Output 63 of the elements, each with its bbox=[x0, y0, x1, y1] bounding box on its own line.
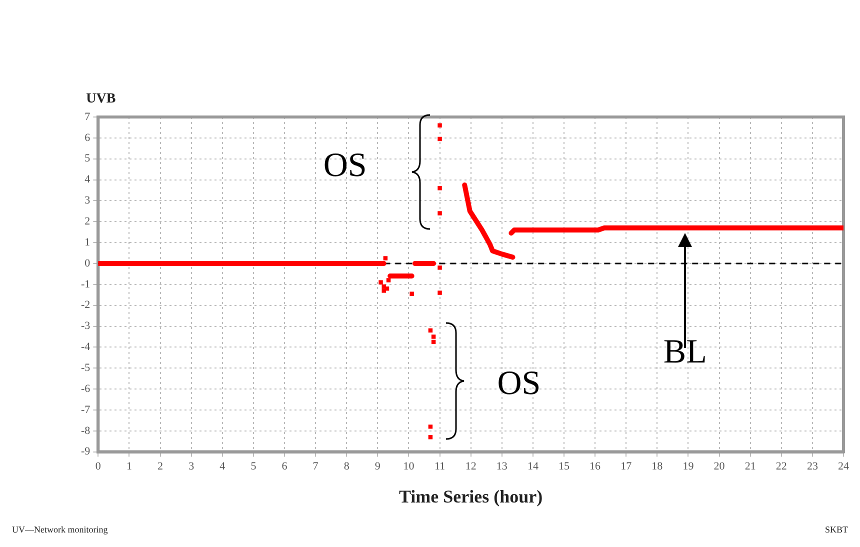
x-tick-label: 19 bbox=[682, 460, 694, 472]
x-tick-label: 17 bbox=[620, 460, 632, 472]
y-axis-title: UVB bbox=[86, 92, 116, 107]
x-tick-label: 0 bbox=[95, 460, 102, 472]
point bbox=[438, 123, 442, 128]
y-tick-label: -7 bbox=[80, 404, 91, 416]
point bbox=[428, 435, 433, 440]
x-tick-label: 20 bbox=[714, 460, 726, 472]
y-tick-label: -8 bbox=[80, 424, 91, 437]
point bbox=[438, 186, 442, 190]
y-tick-label: 4 bbox=[84, 174, 91, 186]
point bbox=[438, 211, 442, 216]
point bbox=[410, 292, 414, 296]
annotation: OS bbox=[323, 147, 367, 184]
x-tick-label: 1 bbox=[126, 460, 132, 472]
text: SKBT bbox=[824, 524, 848, 534]
point bbox=[383, 256, 388, 260]
point bbox=[438, 136, 442, 142]
y-tick-label: -4 bbox=[80, 341, 91, 354]
x-tick-label: 6 bbox=[282, 460, 288, 472]
x-tick-label: 16 bbox=[590, 460, 602, 472]
x-tick-label: 14 bbox=[527, 460, 539, 472]
x-tick-label: 5 bbox=[250, 460, 257, 472]
x-tick-label: 12 bbox=[465, 460, 476, 472]
y-tick-label: -9 bbox=[80, 446, 91, 458]
x-tick-label: 7 bbox=[312, 460, 319, 472]
y-tick-label: 2 bbox=[84, 216, 90, 228]
x-tick-label: 21 bbox=[744, 460, 756, 472]
x-tick-label: 13 bbox=[496, 460, 508, 472]
y-tick-label: -3 bbox=[80, 320, 91, 332]
x-axis-title: Time Series (hour) bbox=[399, 486, 543, 506]
x-tick-label: 11 bbox=[434, 460, 446, 472]
y-tick-label: 6 bbox=[84, 132, 91, 144]
y-tick-label: 5 bbox=[84, 152, 91, 165]
y-tick-label: 1 bbox=[84, 236, 90, 248]
point bbox=[386, 278, 391, 282]
x-tick-label: 4 bbox=[220, 460, 226, 472]
y-tick-label: -1 bbox=[80, 278, 90, 290]
y-tick-label: -6 bbox=[80, 382, 91, 395]
y-tick-label: 7 bbox=[84, 110, 91, 123]
x-tick-label: 18 bbox=[652, 460, 664, 472]
point bbox=[382, 288, 386, 293]
y-tick-label: -5 bbox=[80, 362, 91, 374]
x-tick-label: 22 bbox=[776, 460, 787, 472]
x-tick-label: 3 bbox=[188, 460, 195, 472]
point bbox=[378, 280, 383, 284]
x-tick-label: 8 bbox=[344, 460, 350, 472]
y-tick-label: 0 bbox=[84, 257, 91, 270]
annotation: BL bbox=[663, 333, 707, 370]
x-tick-label: 24 bbox=[838, 460, 850, 472]
x-tick-label: 2 bbox=[158, 460, 164, 472]
y-tick-label: 3 bbox=[84, 194, 91, 207]
x-tick-label: 9 bbox=[374, 460, 381, 472]
y-tick-label: -2 bbox=[80, 299, 90, 312]
point bbox=[431, 334, 436, 339]
point bbox=[438, 266, 442, 270]
x-tick-label: 23 bbox=[806, 460, 818, 472]
text: UV—Network monitoring bbox=[12, 524, 108, 534]
x-tick-label: 10 bbox=[403, 460, 415, 472]
point bbox=[438, 290, 442, 295]
x-tick-label: 15 bbox=[558, 460, 570, 472]
point bbox=[428, 424, 433, 429]
annotation: OS bbox=[497, 364, 541, 402]
